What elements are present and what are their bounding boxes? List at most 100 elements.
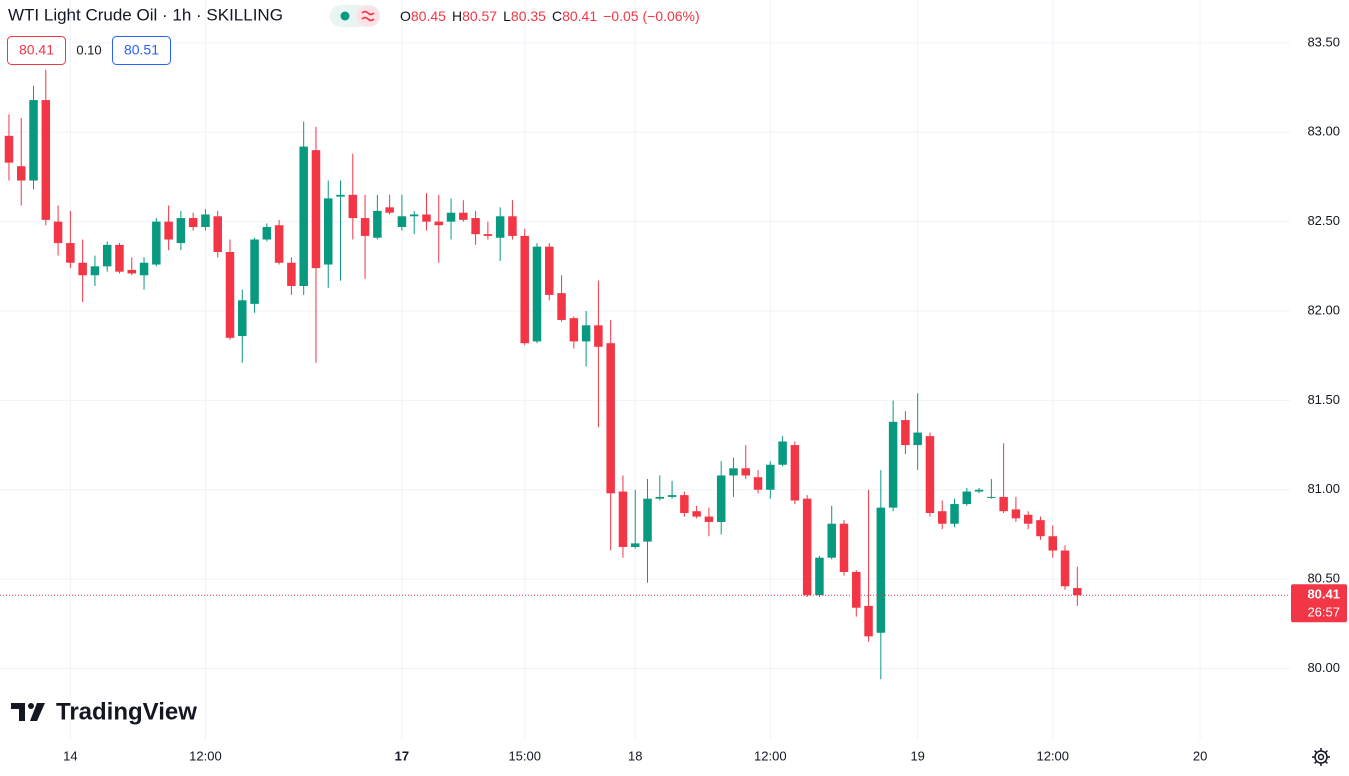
candle-body: [729, 468, 738, 476]
last-price-label: 80.41: [1307, 587, 1340, 602]
candle-body: [888, 421, 898, 508]
candle-body: [950, 504, 959, 524]
candle-body: [925, 436, 935, 513]
candle-body: [373, 210, 382, 238]
candle-body: [508, 216, 517, 236]
y-tick-label: 81.50: [1307, 392, 1340, 407]
candle-body: [238, 300, 247, 337]
candle-body: [323, 198, 333, 265]
candle-body: [90, 266, 100, 276]
candle-body: [913, 432, 922, 446]
candle-body: [483, 234, 493, 236]
candle-body: [434, 221, 444, 226]
candle-body: [262, 227, 272, 240]
candle-body: [606, 343, 615, 494]
candle-body: [16, 166, 26, 181]
y-tick-label: 81.00: [1307, 481, 1340, 496]
candle-body: [1036, 520, 1045, 537]
candle-body: [962, 491, 972, 505]
candle-body: [852, 571, 861, 608]
candle-body: [741, 468, 751, 476]
candle-body: [716, 475, 726, 522]
candle-body: [78, 262, 87, 276]
candle-body: [557, 293, 566, 320]
candle-body: [999, 496, 1008, 512]
candle-body: [176, 218, 186, 244]
candle-body: [115, 244, 124, 272]
x-tick-label: 12:00: [754, 748, 787, 763]
candle-body: [1011, 509, 1021, 519]
candle-body: [974, 489, 984, 492]
delay-icon: [361, 10, 375, 22]
legend-key: C: [552, 8, 562, 24]
spread: 0.10: [76, 42, 101, 57]
candle-body: [201, 214, 210, 228]
ohlc-legend: O80.45 H80.57 L80.35 C80.41 −0.05 (−0.06%): [400, 8, 700, 24]
candle-body: [618, 491, 628, 547]
candle-body: [152, 221, 161, 265]
candle-body: [250, 239, 259, 304]
candle-body: [545, 246, 554, 295]
candle-body: [594, 325, 603, 347]
x-tick-label: 14: [63, 748, 77, 763]
ask-box[interactable]: [112, 36, 171, 65]
candle-body: [790, 445, 800, 501]
y-tick-label: 83.50: [1307, 34, 1340, 49]
candle-body: [188, 218, 198, 228]
countdown-label: 26:57: [1307, 605, 1340, 620]
candle-body: [937, 511, 947, 524]
y-tick-label: 83.00: [1307, 124, 1340, 139]
bid-price: 80.41: [19, 42, 54, 58]
candle-body: [766, 464, 775, 490]
candle-body: [102, 244, 112, 267]
candle-body: [1073, 588, 1082, 596]
legend-value: 80.35: [511, 8, 546, 24]
candle-body: [164, 221, 173, 240]
candle-body: [225, 252, 235, 338]
candle-body: [643, 498, 652, 542]
x-tick-label: 18: [628, 748, 642, 763]
candle-body: [987, 496, 996, 498]
candle-body: [495, 216, 505, 238]
logo-icon: [11, 703, 45, 721]
candle-body: [360, 218, 370, 236]
y-tick-label: 80.50: [1307, 571, 1340, 586]
candle-body: [139, 262, 149, 276]
candle-body: [213, 216, 222, 253]
candle-body: [4, 135, 14, 163]
candle-body: [1060, 550, 1070, 587]
settings-button[interactable]: [1312, 748, 1330, 766]
candles: [4, 69, 1082, 680]
ask-price: 80.51: [124, 42, 159, 58]
candle-body: [471, 218, 480, 235]
x-tick-label: 12:00: [189, 748, 222, 763]
candle-body: [409, 214, 419, 217]
logo-text: TradingView: [56, 698, 197, 725]
last-price-tag: [1291, 584, 1347, 623]
candle-body: [655, 496, 665, 499]
candle-body: [287, 262, 296, 286]
candle-body: [336, 194, 345, 197]
x-tick-label: 20: [1193, 748, 1207, 763]
candle-body: [864, 605, 873, 637]
candle-body: [41, 100, 51, 220]
x-tick-label: 17: [395, 748, 409, 763]
candle-body: [127, 269, 137, 274]
candle-body: [29, 100, 38, 181]
candle-body: [1023, 514, 1033, 524]
legend-change: −0.05 (−0.06%): [603, 8, 700, 24]
candle-body: [815, 557, 824, 596]
candle-body: [630, 543, 640, 547]
x-tick-label: 19: [910, 748, 924, 763]
legend-key: L: [503, 8, 511, 24]
legend-value: 80.57: [462, 8, 497, 24]
candle-body: [753, 477, 763, 490]
bid-box[interactable]: [7, 36, 66, 65]
candle-body: [876, 507, 886, 633]
delay-pill[interactable]: [356, 6, 380, 26]
x-tick-label: 15:00: [508, 748, 541, 763]
candle-body: [827, 523, 836, 558]
candle-body: [692, 511, 701, 517]
legend-value: 80.45: [411, 8, 446, 24]
